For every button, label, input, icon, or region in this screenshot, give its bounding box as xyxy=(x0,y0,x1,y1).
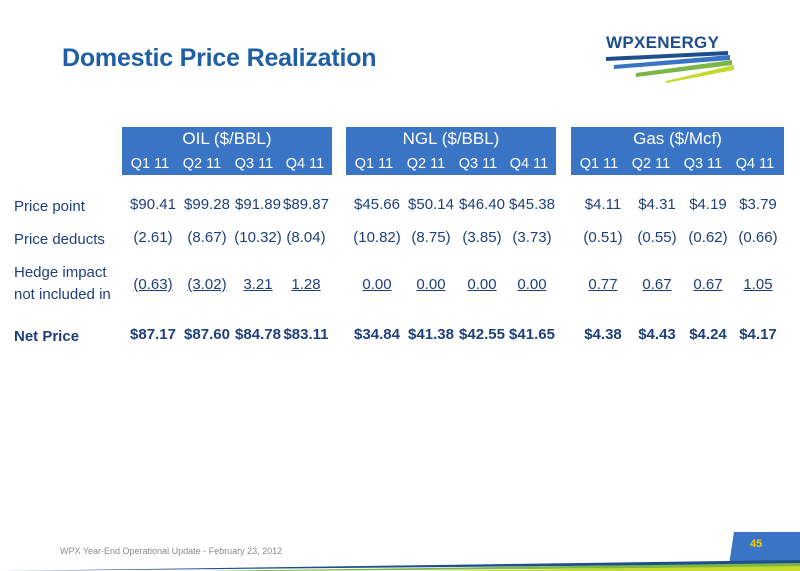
cell-net-price-ngl-q3: $42.55 xyxy=(459,326,505,343)
cell-hedge-impact-ngl-q2: 0.00 xyxy=(416,276,446,293)
cell-hedge-impact-oil-q3: 3.21 xyxy=(243,276,273,293)
cell-price-point-gas-q3: $4.19 xyxy=(689,196,727,213)
cell-hedge-impact-gas-q4: 1.05 xyxy=(743,276,773,293)
cell-net-price-ngl-q2: $41.38 xyxy=(408,326,454,343)
oil-header-title: OIL ($/BBL) xyxy=(182,129,272,148)
cell-hedge-impact-oil-q4: 1.28 xyxy=(291,276,321,293)
cell-price-point-gas-q1: $4.11 xyxy=(584,196,622,213)
cell-price-deducts-oil-q2: (8.67) xyxy=(187,229,227,246)
logo-text: WPXENERGY xyxy=(606,33,720,52)
cell-net-price-gas-q2: $4.43 xyxy=(638,326,676,343)
cell-hedge-impact-ngl-q3: 0.00 xyxy=(467,276,497,293)
cell-price-deducts-ngl-q2: (8.75) xyxy=(411,229,451,246)
cell-price-point-gas-q2: $4.31 xyxy=(638,196,676,213)
cell-price-deducts-gas-q1: (0.51) xyxy=(583,229,623,246)
company-logo: WPXENERGY xyxy=(606,33,736,83)
cell-price-point-oil-q1: $90.41 xyxy=(130,196,176,213)
cell-net-price-gas-q3: $4.24 xyxy=(689,326,727,343)
cell-price-point-oil-q2: $99.28 xyxy=(184,196,230,213)
cell-net-price-oil-q3: $84.78 xyxy=(235,326,281,343)
oil-q4-header: Q4 11 xyxy=(285,156,325,172)
row-label-hedge-line1: Hedge impact xyxy=(14,264,107,281)
cell-hedge-impact-gas-q3: 0.67 xyxy=(693,276,723,293)
gas-q4-header: Q4 11 xyxy=(735,156,775,172)
cell-net-price-oil-q4: $83.11 xyxy=(283,326,329,343)
logo-swoosh-icon xyxy=(606,51,734,83)
cell-price-point-ngl-q3: $46.40 xyxy=(459,196,505,213)
row-label-price-deducts: Price deducts xyxy=(14,231,105,248)
oil-header: OIL ($/BBL) Q1 11 Q2 11 Q3 11 Q4 11 xyxy=(122,127,332,175)
gas-q2-header: Q2 11 xyxy=(631,156,671,172)
cell-price-point-oil-q3: $91.89 xyxy=(235,196,281,213)
cell-hedge-impact-gas-q2: 0.67 xyxy=(642,276,672,293)
cell-price-deducts-ngl-q1: (10.82) xyxy=(353,229,401,246)
cell-net-price-oil-q1: $87.17 xyxy=(130,326,176,343)
row-label-price-point: Price point xyxy=(14,198,85,215)
cell-price-deducts-oil-q4: (8.04) xyxy=(286,229,326,246)
cell-price-deducts-gas-q2: (0.55) xyxy=(637,229,677,246)
oil-q2-header: Q2 11 xyxy=(182,156,222,172)
cell-price-point-gas-q4: $3.79 xyxy=(739,196,777,213)
row-label-net-price: Net Price xyxy=(14,328,80,345)
cell-hedge-impact-oil-q1: (0.63) xyxy=(133,276,173,293)
ngl-q2-header: Q2 11 xyxy=(406,156,446,172)
cell-net-price-gas-q1: $4.38 xyxy=(584,326,622,343)
row-label-hedge-impact: Hedge impact not included in xyxy=(14,262,111,306)
ngl-header-title: NGL ($/BBL) xyxy=(402,129,500,148)
cell-hedge-impact-ngl-q4: 0.00 xyxy=(517,276,547,293)
cell-net-price-ngl-q4: $41.65 xyxy=(509,326,555,343)
cell-hedge-impact-oil-q2: (3.02) xyxy=(187,276,227,293)
gas-q1-header: Q1 11 xyxy=(579,156,619,172)
oil-q3-header: Q3 11 xyxy=(234,156,274,172)
cell-price-deducts-oil-q3: (10.32) xyxy=(234,229,282,246)
gas-header: Gas ($/Mcf) Q1 11 Q2 11 Q3 11 Q4 11 xyxy=(571,127,784,175)
gas-q3-header: Q3 11 xyxy=(683,156,723,172)
cell-price-deducts-gas-q3: (0.62) xyxy=(688,229,728,246)
ngl-q3-header: Q3 11 xyxy=(458,156,498,172)
ngl-header: NGL ($/BBL) Q1 11 Q2 11 Q3 11 Q4 11 xyxy=(346,127,556,175)
cell-net-price-ngl-q1: $34.84 xyxy=(354,326,400,343)
cell-price-deducts-ngl-q4: (3.73) xyxy=(512,229,552,246)
cell-price-point-ngl-q4: $45.38 xyxy=(509,196,555,213)
cell-price-deducts-ngl-q3: (3.85) xyxy=(462,229,502,246)
oil-q1-header: Q1 11 xyxy=(130,156,170,172)
cell-price-point-ngl-q2: $50.14 xyxy=(408,196,454,213)
row-label-hedge-line2: not included in xyxy=(14,286,111,303)
ngl-q1-header: Q1 11 xyxy=(354,156,394,172)
cell-hedge-impact-ngl-q1: 0.00 xyxy=(362,276,392,293)
footer-text: WPX Year-End Operational Update - Februa… xyxy=(60,546,283,556)
ngl-q4-header: Q4 11 xyxy=(509,156,549,172)
cell-price-point-oil-q4: $89.87 xyxy=(283,196,329,213)
cell-hedge-impact-gas-q1: 0.77 xyxy=(588,276,618,293)
cell-price-deducts-gas-q4: (0.66) xyxy=(738,229,778,246)
page-number: 45 xyxy=(750,538,763,550)
footer-stripe xyxy=(0,560,800,571)
cell-price-deducts-oil-q1: (2.61) xyxy=(133,229,173,246)
cell-net-price-oil-q2: $87.60 xyxy=(184,326,230,343)
page-title: Domestic Price Realization xyxy=(62,44,377,72)
cell-price-point-ngl-q1: $45.66 xyxy=(354,196,400,213)
gas-header-title: Gas ($/Mcf) xyxy=(633,129,722,148)
cell-net-price-gas-q4: $4.17 xyxy=(739,326,777,343)
